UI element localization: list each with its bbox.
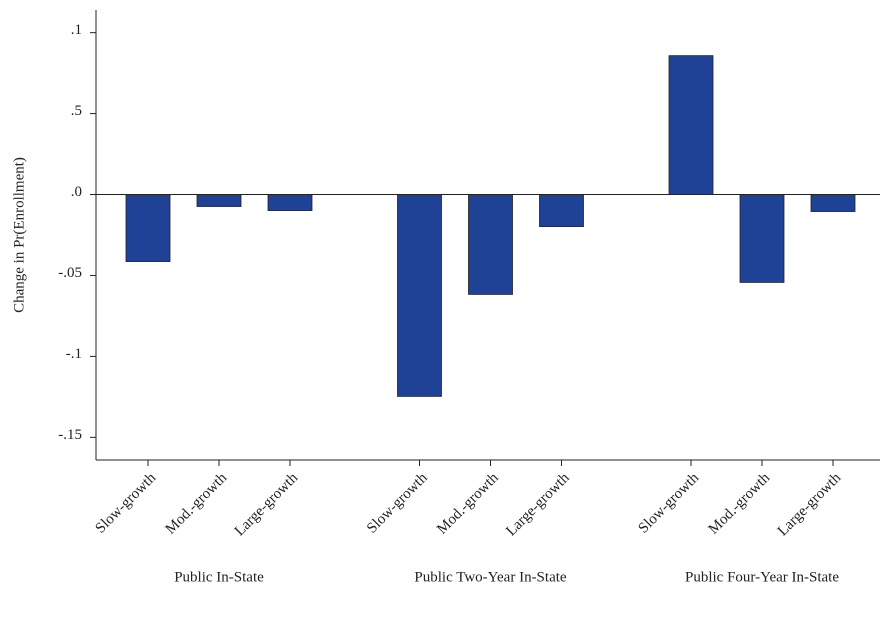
x-tick-label: Large-growth	[503, 470, 573, 540]
group-label: Public In-State	[174, 569, 264, 585]
bar	[196, 194, 242, 207]
y-axis-label: Change in Pr(Enrollment)	[11, 157, 27, 313]
x-tick-label: Mod.-growth	[706, 470, 774, 538]
x-tick-label: Large-growth	[232, 470, 302, 540]
x-tick-label: Mod.-growth	[434, 470, 502, 538]
x-tick-label: Slow-growth	[364, 470, 431, 537]
group-label: Public Four-Year In-State	[685, 569, 839, 585]
y-tick-label: .5	[71, 103, 82, 119]
bar	[267, 194, 313, 211]
x-tick-label: Large-growth	[775, 470, 845, 540]
bar	[397, 194, 442, 397]
y-tick-label: .1	[71, 22, 82, 38]
bar	[468, 194, 513, 295]
y-tick-label: -.15	[58, 427, 82, 443]
bar	[739, 194, 785, 283]
x-tick-label: Mod.-growth	[163, 470, 231, 538]
bar	[125, 194, 171, 262]
group-label: Public Two-Year In-State	[414, 569, 566, 585]
y-tick-label: .0	[71, 184, 82, 200]
x-tick-label: Slow-growth	[636, 470, 703, 537]
y-tick-label: -.1	[66, 346, 82, 362]
bar	[810, 194, 856, 212]
bar	[539, 194, 584, 227]
x-tick-label: Slow-growth	[93, 470, 160, 537]
y-tick-label: -.05	[58, 265, 82, 281]
bar	[668, 55, 714, 195]
